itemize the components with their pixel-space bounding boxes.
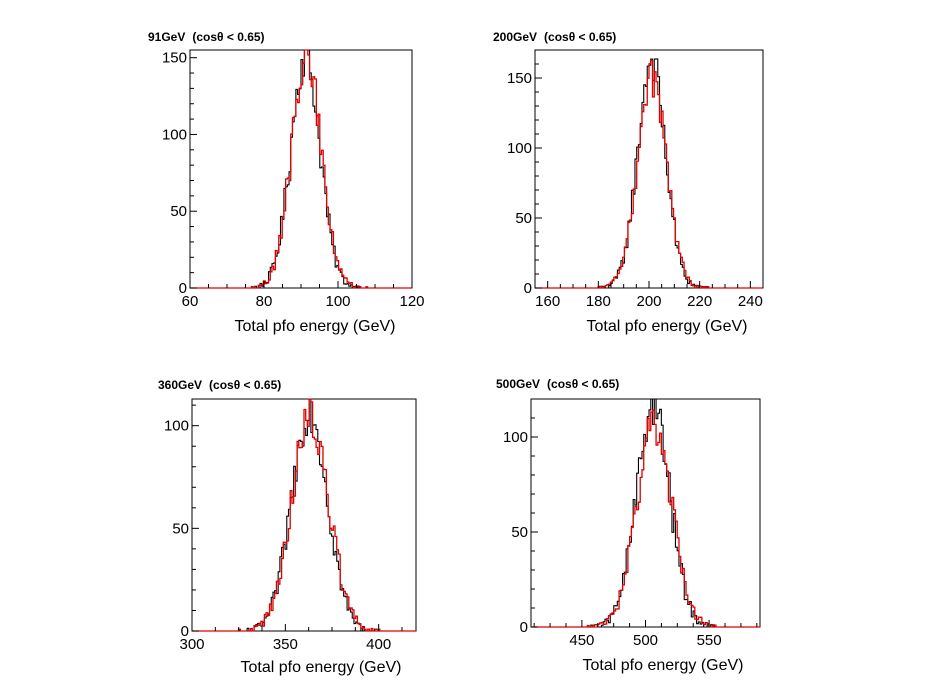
histogram-series-red [531, 409, 760, 628]
y-tick-label: 100 [162, 126, 187, 143]
y-tick-label: 150 [162, 50, 187, 67]
x-axis-label: Total pfo energy (GeV) [587, 318, 748, 335]
x-tick-label: 550 [697, 632, 722, 649]
panel-title-energy: 500GeV [496, 377, 540, 391]
panel-title-energy: 200GeV [493, 30, 537, 44]
y-tick-label: 0 [179, 280, 187, 297]
plot-frame [191, 398, 417, 632]
x-tick-label: 240 [738, 293, 763, 310]
panel-title-cut: (cosθ < 0.65) [547, 377, 619, 391]
panel-title-cut: (cosθ < 0.65) [192, 30, 264, 44]
histogram-series-red [535, 60, 763, 289]
y-tick-label: 0 [181, 623, 189, 640]
y-tick-label: 100 [164, 418, 189, 435]
x-tick-label: 220 [687, 293, 712, 310]
x-axis-label: Total pfo energy (GeV) [241, 659, 402, 676]
panel-200gev: 160 180 200 220 240 0 50 100 150 Total pfo energy… [493, 30, 764, 335]
y-tick-label: 100 [503, 429, 528, 446]
panel-title: 91GeV (cosθ < 0.65) [148, 30, 265, 44]
panel-title-cut: (cosθ < 0.65) [544, 30, 616, 44]
panel-title-energy: 91GeV [148, 30, 185, 44]
histogram-series-black [535, 58, 763, 289]
y-tick-label: 150 [507, 70, 532, 87]
x-tick-label: 60 [182, 293, 199, 310]
x-tick-label: 500 [633, 632, 658, 649]
x-tick-label: 400 [366, 636, 391, 653]
x-tick-label: 100 [325, 293, 350, 310]
x-tick-label: 180 [586, 293, 611, 310]
panel-title: 500GeV (cosθ < 0.65) [496, 377, 619, 391]
y-tick-label: 50 [511, 524, 528, 541]
y-tick-label: 0 [524, 280, 532, 297]
histogram-series-red [190, 49, 412, 289]
x-tick-label: 160 [535, 293, 560, 310]
panel-title: 360GeV (cosθ < 0.65) [158, 378, 281, 392]
y-tick-label: 50 [170, 203, 187, 220]
x-tick-label: 80 [256, 293, 273, 310]
x-tick-label: 350 [273, 636, 298, 653]
histogram-series-black [531, 398, 760, 628]
panel-title-cut: (cosθ < 0.65) [209, 378, 281, 392]
x-tick-label: 300 [179, 636, 204, 653]
y-tick-label: 50 [172, 520, 189, 537]
panel-title-energy: 360GeV [158, 378, 202, 392]
plot-frame [534, 49, 764, 289]
x-tick-label: 450 [569, 632, 594, 649]
x-tick-label: 120 [399, 293, 424, 310]
y-tick-label: 50 [515, 210, 532, 227]
panel-91gev: 60 80 100 120 0 50 100 150 Total pfo energy (GeV… [148, 30, 425, 335]
panel-500gev: 450 500 550 0 50 100 Total pfo energy (GeV) 500… [496, 377, 761, 674]
panel-360gev: 300 350 400 0 50 100 Total pfo energy (GeV) 360… [158, 378, 417, 676]
x-tick-label: 200 [636, 293, 661, 310]
x-axis-label: Total pfo energy (GeV) [235, 318, 396, 335]
y-tick-label: 100 [507, 140, 532, 157]
panel-title: 200GeV (cosθ < 0.65) [493, 30, 616, 44]
y-tick-label: 0 [520, 619, 528, 636]
plot-frame [530, 398, 761, 628]
histogram-series-red [192, 398, 416, 632]
x-axis-label: Total pfo energy (GeV) [583, 657, 744, 674]
